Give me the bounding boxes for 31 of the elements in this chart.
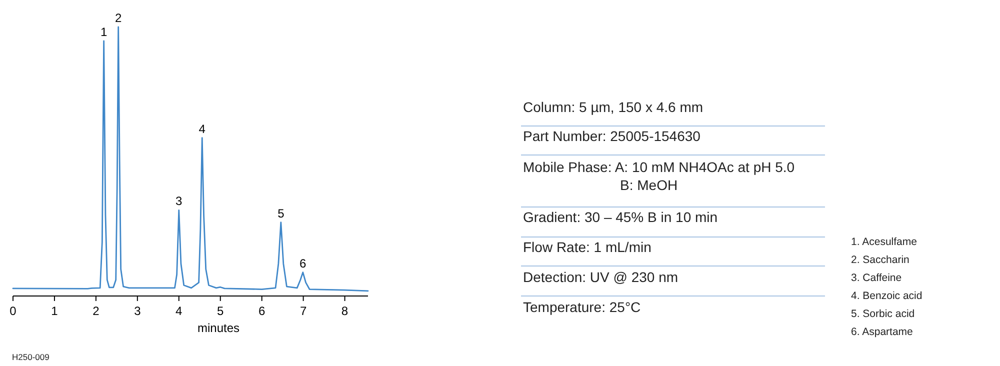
x-tick-label: 5 [217, 304, 224, 318]
x-tick-label: 2 [92, 304, 100, 318]
x-tick-label: 3 [134, 304, 142, 318]
text: Mobile Phase: A: 10 mM NH4OAc at pH 5.0 [523, 159, 795, 175]
text: 3. Caffeine [851, 272, 902, 284]
x-tick-label: 8 [341, 304, 348, 318]
annotation: 6 [300, 256, 307, 270]
text: Temperature: 25°C [523, 299, 641, 315]
text: 6. Aspartame [851, 326, 914, 338]
x-tick-label: 6 [258, 304, 266, 318]
x-tick-label: 1 [51, 304, 58, 318]
annotation: 4 [198, 122, 206, 136]
x-axis-title: minutes [197, 321, 240, 335]
x-tick-label: 7 [300, 304, 307, 318]
text: 2. Saccharin [851, 254, 910, 266]
annotation: 2 [114, 11, 122, 25]
text: Flow Rate: 1 mL/min [523, 239, 652, 255]
text: 5. Sorbic acid [851, 308, 915, 320]
annotation: 3 [176, 194, 183, 208]
annotation: 1 [100, 24, 108, 39]
x-tick-label: 0 [10, 304, 17, 318]
text: 1. Acesulfame [851, 236, 918, 248]
text: Detection: UV @ 230 nm [523, 269, 678, 285]
text: 4. Benzoic acid [851, 290, 922, 302]
text: B: MeOH [620, 177, 678, 193]
text: H250-009 [12, 352, 50, 362]
text: Column: 5 µm, 150 x 4.6 mm [523, 99, 704, 115]
text: Gradient: 30 – 45% B in 10 min [523, 209, 718, 225]
text: Part Number: 25005-154630 [523, 128, 701, 144]
x-tick-label: 4 [176, 304, 183, 318]
annotation: 5 [278, 206, 285, 220]
